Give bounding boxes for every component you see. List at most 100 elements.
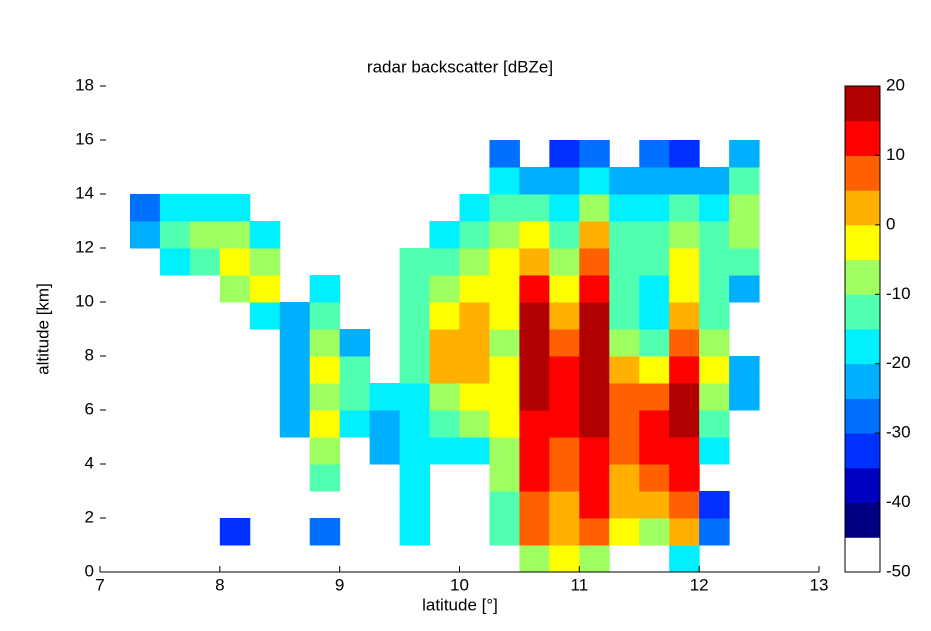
heat-cell <box>219 518 251 546</box>
heat-cell <box>459 356 490 384</box>
heat-cell <box>519 410 550 438</box>
heat-cell <box>519 302 550 330</box>
heat-cell <box>699 329 730 357</box>
heat-cell <box>519 437 550 465</box>
heat-cell <box>609 383 640 411</box>
heat-cell <box>519 518 550 546</box>
heat-cell <box>609 410 640 438</box>
heat-cell <box>309 437 341 465</box>
heat-cell <box>549 194 580 222</box>
x-tick-label: 11 <box>571 575 589 594</box>
heat-cell <box>399 302 431 330</box>
heat-cell <box>579 302 610 330</box>
colorbar-swatch <box>845 224 880 261</box>
heat-cell <box>699 248 730 276</box>
heat-cell <box>609 194 640 222</box>
heat-cell <box>279 383 311 411</box>
heat-cell <box>579 518 610 546</box>
heat-cell <box>369 410 401 438</box>
heat-cell <box>579 329 610 357</box>
heat-cell <box>579 464 610 492</box>
heat-cell <box>549 248 580 276</box>
heat-cell <box>429 302 460 330</box>
colorbar-swatch <box>845 467 880 504</box>
heat-cell <box>459 275 490 303</box>
heat-cell <box>639 248 670 276</box>
x-tick-label: 10 <box>450 575 469 594</box>
heat-cell <box>399 329 431 357</box>
x-tick-label: 9 <box>335 575 344 594</box>
heat-cell <box>669 518 700 546</box>
heat-cell <box>489 167 520 195</box>
heat-cell <box>219 248 251 276</box>
heat-cell <box>579 545 610 573</box>
heat-cell <box>489 302 520 330</box>
heat-cell <box>219 194 251 222</box>
heat-cell <box>339 383 371 411</box>
colorbar-tick-label: -50 <box>886 561 911 580</box>
heat-cell <box>279 356 311 384</box>
colorbar-tick-label: 20 <box>886 75 905 94</box>
colorbar-tick-label: -10 <box>886 284 911 303</box>
heat-cell <box>699 518 730 546</box>
colorbar-swatch <box>845 502 880 538</box>
heat-cell <box>639 329 670 357</box>
heat-cell <box>549 221 580 249</box>
heat-cell <box>669 329 700 357</box>
heat-cell <box>489 437 520 465</box>
heat-cell <box>309 464 341 492</box>
heat-cell <box>489 464 520 492</box>
colorbar-swatch <box>845 398 880 434</box>
heat-cell <box>519 248 550 276</box>
heat-cell <box>279 329 311 357</box>
heat-cell <box>609 329 640 357</box>
heat-cell <box>639 464 670 492</box>
heat-cell <box>279 302 311 330</box>
heat-cell <box>459 383 490 411</box>
heat-cell <box>669 275 700 303</box>
heat-cell <box>699 167 730 195</box>
heat-cell <box>459 302 490 330</box>
heat-cell <box>729 356 760 384</box>
heat-cell <box>279 410 311 438</box>
colorbar-swatch <box>845 294 880 330</box>
heat-cell <box>579 383 610 411</box>
heat-cell <box>549 545 580 573</box>
heat-cell <box>129 194 161 222</box>
y-tick-label: 0 <box>85 561 94 580</box>
heat-cell <box>459 437 490 465</box>
colorbar-swatch <box>845 190 880 226</box>
heat-cell <box>579 167 610 195</box>
heat-cell <box>369 437 401 465</box>
x-tick-label: 13 <box>810 575 829 594</box>
heat-cell <box>609 167 640 195</box>
heat-cell <box>189 221 221 249</box>
x-tick-label: 8 <box>215 575 224 594</box>
heat-cell <box>549 491 580 519</box>
heat-cell <box>729 248 760 276</box>
y-tick-label: 10 <box>75 291 94 310</box>
heat-cell <box>399 275 431 303</box>
heat-cell <box>549 437 580 465</box>
heat-cell <box>699 410 730 438</box>
heat-cell <box>489 356 520 384</box>
heat-cell <box>609 275 640 303</box>
colorbar-swatch <box>845 86 880 122</box>
heat-cell <box>429 329 460 357</box>
heat-cell <box>519 275 550 303</box>
heat-cell <box>429 275 460 303</box>
heat-cell <box>669 545 700 573</box>
heat-cell <box>549 518 580 546</box>
y-tick-label: 12 <box>75 237 94 256</box>
heat-cell <box>669 410 700 438</box>
heat-cell <box>489 194 520 222</box>
heat-cell <box>339 356 371 384</box>
heat-cell <box>579 410 610 438</box>
y-tick-label: 14 <box>75 183 94 202</box>
heat-cell <box>669 356 700 384</box>
colorbar-tick-label: -40 <box>886 492 911 511</box>
heat-cell <box>729 221 760 249</box>
heat-cell <box>579 194 610 222</box>
heat-cell <box>549 383 580 411</box>
heat-cell <box>579 491 610 519</box>
